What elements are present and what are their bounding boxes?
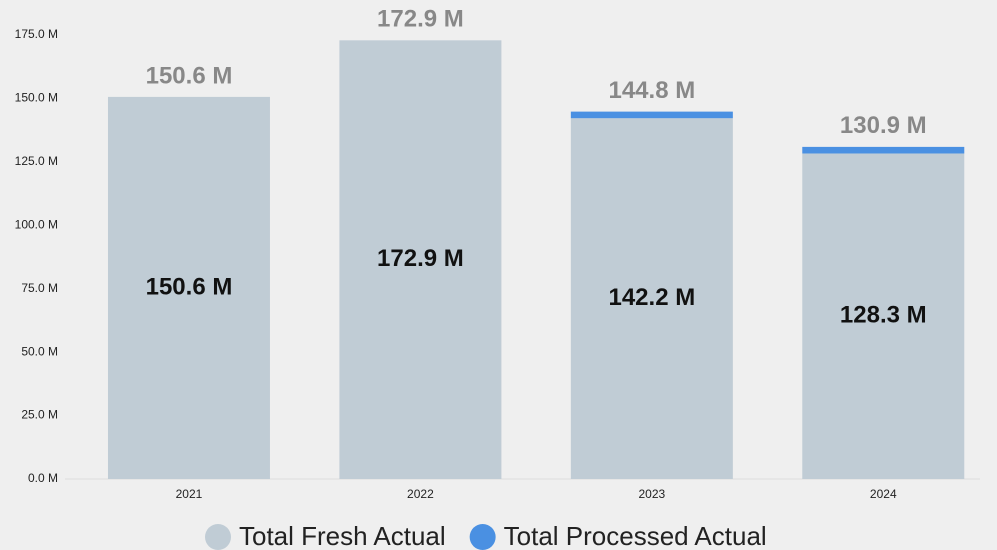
value-label: 128.3 M <box>840 302 927 329</box>
y-tick-label: 0.0 M <box>28 471 58 485</box>
x-tick-label: 2024 <box>870 487 897 501</box>
value-label: 150.6 M <box>146 273 233 300</box>
y-tick-label: 175.0 M <box>15 27 58 41</box>
legend-label: Total Fresh Actual <box>239 521 446 550</box>
bar-segment <box>570 118 733 479</box>
y-tick-label: 100.0 M <box>15 217 58 231</box>
legend-marker <box>205 524 231 550</box>
bar-segment <box>570 111 733 119</box>
total-label: 150.6 M <box>146 62 233 89</box>
bar-segment <box>339 40 502 479</box>
legend-marker <box>469 524 496 550</box>
value-label: 172.9 M <box>377 245 464 272</box>
y-tick-label: 25.0 M <box>21 408 58 422</box>
legend-label: Total Processed Actual <box>504 521 767 550</box>
total-label: 172.9 M <box>377 6 464 33</box>
y-tick-label: 125.0 M <box>15 154 58 168</box>
bar-segment <box>802 146 965 154</box>
y-tick-label: 75.0 M <box>21 281 58 295</box>
x-tick-label: 2023 <box>638 487 665 501</box>
y-tick-label: 50.0 M <box>21 344 58 358</box>
value-label: 142.2 M <box>608 284 695 311</box>
bar-segment <box>107 96 270 480</box>
total-label: 144.8 M <box>608 77 695 104</box>
x-tick-label: 2021 <box>176 487 203 501</box>
x-tick-label: 2022 <box>407 487 434 501</box>
bar-segment <box>802 153 965 480</box>
y-tick-label: 150.0 M <box>15 91 58 105</box>
total-label: 130.9 M <box>840 112 927 139</box>
